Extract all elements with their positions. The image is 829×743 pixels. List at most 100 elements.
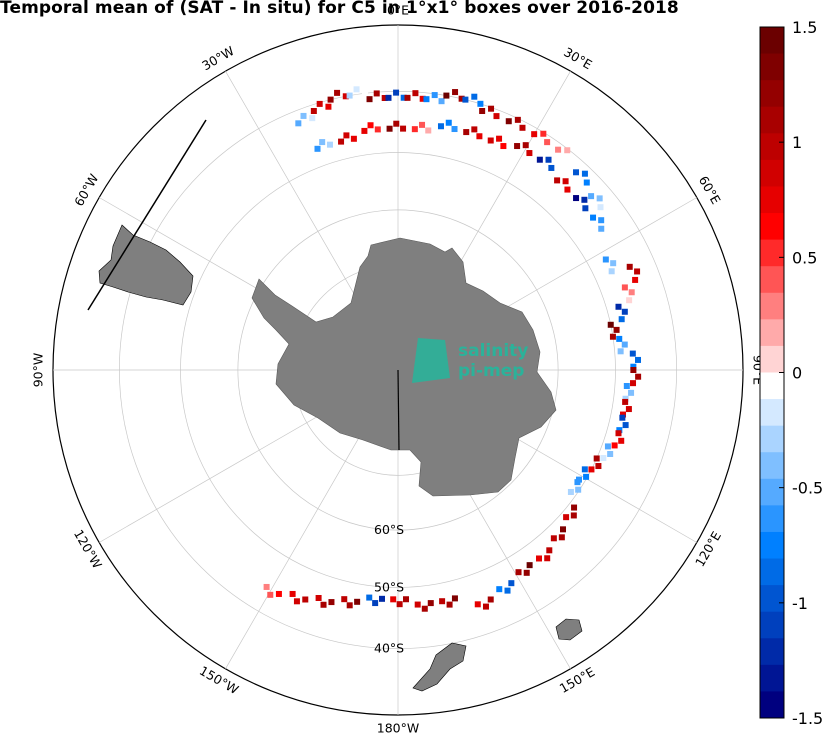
data-cell [482, 603, 489, 610]
data-cell [581, 196, 588, 203]
colorbar-swatch [760, 691, 784, 719]
data-cell [275, 590, 282, 597]
longitude-label: 30°E [561, 44, 595, 72]
data-cell [581, 466, 588, 473]
data-cell [295, 120, 302, 127]
data-cell [367, 122, 374, 129]
data-cell [582, 205, 589, 212]
colorbar-swatch [760, 585, 784, 613]
data-cell [550, 535, 557, 542]
data-cell [496, 135, 503, 142]
data-cell [617, 348, 624, 355]
colorbar-tick-label: -0.5 [792, 479, 823, 498]
data-cell [316, 100, 323, 107]
colorbar-swatch [760, 319, 784, 347]
data-cell [421, 605, 428, 612]
data-cell [626, 263, 633, 270]
data-cell [573, 169, 580, 176]
data-cell [526, 562, 533, 569]
data-cell [451, 595, 458, 602]
data-cell [616, 335, 623, 342]
data-cell [414, 601, 421, 608]
data-cell [595, 463, 602, 470]
colorbar-tick-label: 1 [792, 133, 802, 152]
data-cell [419, 95, 426, 102]
data-cell [615, 430, 622, 437]
data-cell [545, 156, 552, 163]
colorbar-swatch [760, 133, 784, 161]
latitude-label: 50°S [374, 579, 404, 594]
data-cell [626, 297, 633, 304]
data-cell [567, 155, 574, 162]
colorbar-swatch [760, 345, 784, 373]
data-cell [334, 89, 341, 96]
data-cell [515, 569, 522, 576]
longitude-label: 90°W [31, 353, 46, 388]
data-cell [493, 113, 500, 120]
data-cell [504, 587, 511, 594]
data-cell [555, 146, 562, 153]
data-cell [477, 100, 484, 107]
data-cell [390, 596, 397, 603]
data-cell [508, 580, 515, 587]
data-cell [374, 126, 381, 133]
data-cell [608, 268, 615, 275]
data-cell [519, 124, 526, 131]
data-cell [593, 455, 600, 462]
longitude-spoke [225, 71, 373, 325]
logo-line2: pi-mep [458, 361, 524, 381]
data-cell [309, 115, 316, 122]
data-cell [629, 350, 636, 357]
south-america-coast [87, 119, 207, 311]
data-cell [326, 141, 333, 148]
data-cell [635, 356, 642, 363]
data-cell [621, 284, 628, 291]
data-cell [554, 177, 561, 184]
data-cell [634, 268, 641, 275]
longitude-spoke [225, 415, 373, 669]
data-cell [342, 93, 349, 100]
data-cell [618, 316, 625, 323]
data-cell [571, 504, 578, 511]
data-cell [354, 598, 361, 605]
data-cell [474, 601, 481, 608]
data-cell [536, 555, 543, 562]
data-cell [267, 591, 274, 598]
polar-map: salinity pi-mep 0°E30°E60°E90°E120°E150°… [31, 3, 766, 736]
colorbar-tick-label: 0 [792, 364, 802, 383]
data-cell [341, 596, 348, 603]
data-cell [567, 488, 574, 495]
data-cell [471, 126, 478, 133]
data-cell [598, 217, 605, 224]
data-cell [622, 395, 629, 402]
data-cell [583, 473, 590, 480]
data-cell [403, 596, 410, 603]
data-cell [386, 125, 393, 132]
colorbar-swatch [760, 27, 784, 55]
data-cell [610, 260, 617, 267]
colorbar-swatch [760, 558, 784, 586]
data-cell [596, 195, 603, 202]
data-cell [452, 89, 459, 96]
latitude-label: 40°S [374, 641, 404, 656]
longitude-label: 60°E [696, 173, 724, 207]
longitude-label: 180°W [377, 721, 419, 736]
data-cell [445, 119, 452, 126]
data-cell [621, 341, 628, 348]
colorbar-swatch [760, 53, 784, 81]
data-cell [558, 534, 565, 541]
colorbar: 1.5 1 0.5 0 -0.5 -1 -1.5 [759, 18, 823, 728]
data-cell [373, 90, 380, 97]
data-cell [602, 256, 609, 263]
colorbar-tick-label: -1.5 [792, 709, 823, 728]
data-cell [496, 586, 503, 593]
data-cell [427, 600, 434, 607]
data-cell [583, 179, 590, 186]
data-cell [623, 383, 630, 390]
colorbar-swatch [760, 664, 784, 692]
data-cell [613, 326, 620, 333]
colorbar-ticks: 1.5 1 0.5 0 -0.5 -1 -1.5 [779, 18, 823, 728]
data-cell [425, 127, 432, 134]
data-cell [310, 108, 317, 115]
antarctica-landmass [251, 237, 557, 497]
